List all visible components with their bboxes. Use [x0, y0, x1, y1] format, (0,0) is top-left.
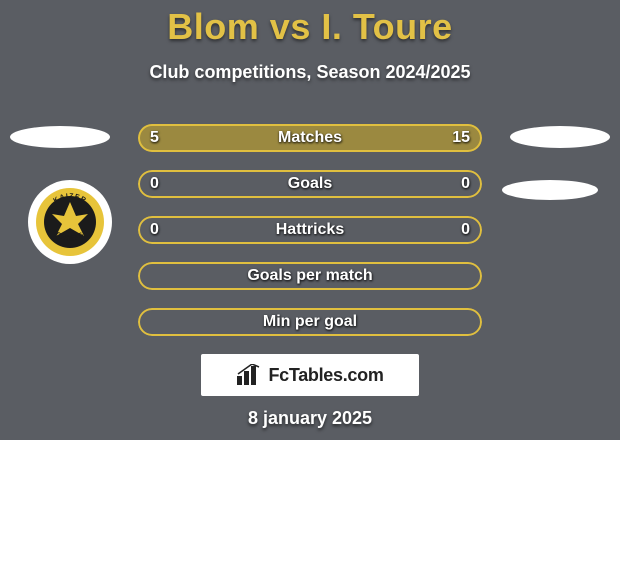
stat-row: 515Matches: [138, 124, 482, 152]
subtitle: Club competitions, Season 2024/2025: [0, 62, 620, 83]
stat-label: Matches: [138, 124, 482, 152]
brand-suffix: Tables.com: [289, 365, 384, 385]
brand-prefix: Fc: [268, 365, 288, 385]
brand-text: FcTables.com: [268, 365, 383, 386]
stat-label: Hattricks: [138, 216, 482, 244]
player1-name: Blom: [167, 6, 259, 47]
stat-label: Min per goal: [138, 308, 482, 336]
club-photo-placeholder: [502, 180, 598, 200]
date: 8 january 2025: [0, 408, 620, 429]
player2-name: I. Toure: [321, 6, 452, 47]
stat-label: Goals per match: [138, 262, 482, 290]
stat-row: Goals per match: [138, 262, 482, 290]
page-title: Blom vs I. Toure: [0, 6, 620, 48]
stat-row: 00Hattricks: [138, 216, 482, 244]
team-badge-inner: KAIZER CHIEFS: [34, 186, 106, 258]
stat-label: Goals: [138, 170, 482, 198]
stat-row: Min per goal: [138, 308, 482, 336]
player1-photo-placeholder: [10, 126, 110, 148]
comparison-card: Blom vs I. Toure Club competitions, Seas…: [0, 0, 620, 580]
brand-box: FcTables.com: [201, 354, 419, 396]
stat-bars: 515Matches 00Goals 00Hattricks Goals per ma…: [138, 124, 482, 354]
team-badge-icon: KAIZER CHIEFS: [34, 186, 106, 258]
stat-row: 00Goals: [138, 170, 482, 198]
player2-photo-placeholder: [510, 126, 610, 148]
vs-text: vs: [259, 6, 321, 47]
brand-chart-icon: [236, 364, 262, 386]
team-badge: KAIZER CHIEFS: [28, 180, 112, 264]
